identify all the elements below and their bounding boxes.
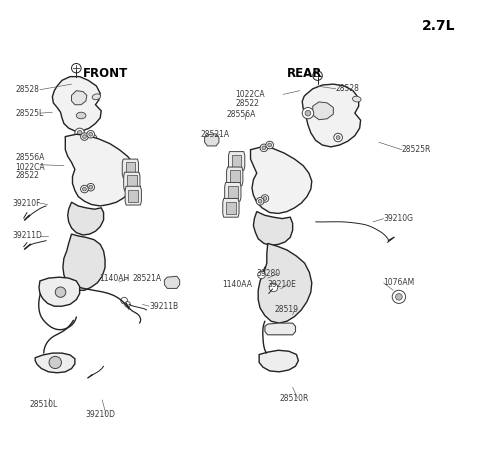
Circle shape (83, 187, 86, 191)
Polygon shape (125, 186, 142, 205)
Text: 28525R: 28525R (402, 145, 431, 154)
Circle shape (268, 143, 272, 147)
Bar (228, 186, 238, 198)
Polygon shape (65, 134, 137, 206)
Ellipse shape (76, 112, 86, 119)
Text: FRONT: FRONT (84, 67, 129, 80)
Circle shape (121, 298, 128, 304)
Text: 28522: 28522 (235, 99, 259, 108)
Circle shape (256, 197, 264, 205)
Polygon shape (251, 147, 312, 213)
Bar (129, 189, 138, 202)
Bar (127, 175, 137, 188)
Circle shape (266, 141, 274, 149)
Polygon shape (259, 350, 299, 372)
Text: 28525L: 28525L (15, 109, 43, 118)
Bar (232, 155, 241, 167)
Text: 28510R: 28510R (279, 393, 309, 403)
Polygon shape (302, 84, 360, 147)
Circle shape (260, 144, 268, 152)
Circle shape (262, 146, 266, 150)
Text: 28519: 28519 (275, 306, 299, 314)
Polygon shape (204, 134, 219, 146)
Circle shape (392, 290, 406, 304)
Polygon shape (223, 198, 239, 217)
Circle shape (49, 356, 61, 368)
Circle shape (261, 195, 269, 202)
Circle shape (88, 134, 97, 143)
Text: 39211B: 39211B (149, 302, 178, 311)
Text: 28528: 28528 (336, 84, 360, 93)
Text: 1022CA: 1022CA (235, 90, 265, 99)
Text: 39280: 39280 (257, 269, 281, 278)
Polygon shape (63, 234, 105, 290)
Circle shape (125, 302, 131, 307)
Text: 28510L: 28510L (29, 400, 58, 409)
Text: 1076AM: 1076AM (384, 278, 415, 287)
Circle shape (334, 133, 342, 142)
Text: 39211D: 39211D (12, 231, 43, 241)
Polygon shape (68, 202, 104, 235)
Polygon shape (228, 152, 245, 170)
Bar (226, 202, 236, 214)
Polygon shape (124, 172, 140, 191)
Text: REAR: REAR (287, 67, 322, 80)
Polygon shape (122, 159, 139, 178)
Circle shape (72, 63, 81, 73)
Text: 39210D: 39210D (86, 409, 116, 418)
Ellipse shape (352, 96, 361, 102)
Circle shape (302, 108, 314, 119)
Text: 28522: 28522 (15, 172, 39, 180)
Polygon shape (39, 277, 80, 306)
Polygon shape (164, 276, 180, 289)
Circle shape (263, 196, 267, 200)
Circle shape (87, 131, 95, 138)
Circle shape (336, 136, 340, 140)
Circle shape (91, 137, 95, 141)
Polygon shape (35, 353, 75, 373)
Circle shape (55, 287, 66, 298)
Text: 28521A: 28521A (132, 274, 161, 282)
Polygon shape (265, 323, 296, 335)
Circle shape (269, 283, 278, 292)
Circle shape (83, 135, 86, 139)
Text: 1140AA: 1140AA (222, 280, 252, 289)
Text: 39210G: 39210G (384, 214, 414, 223)
Polygon shape (72, 91, 87, 105)
Polygon shape (225, 182, 241, 201)
Circle shape (77, 131, 82, 135)
Circle shape (396, 294, 402, 300)
Polygon shape (258, 243, 312, 323)
Circle shape (81, 133, 88, 141)
Circle shape (89, 133, 93, 136)
Text: 28528: 28528 (15, 85, 39, 94)
Circle shape (313, 71, 323, 80)
Text: 28556A: 28556A (15, 153, 45, 162)
Polygon shape (52, 77, 101, 131)
Bar (126, 162, 135, 174)
Circle shape (305, 110, 311, 116)
Circle shape (75, 128, 84, 138)
Text: 28521A: 28521A (201, 130, 230, 139)
Circle shape (89, 185, 93, 189)
Text: 1022CA: 1022CA (15, 163, 45, 172)
Text: 39210F: 39210F (12, 199, 41, 208)
Polygon shape (313, 102, 333, 120)
Circle shape (87, 183, 95, 191)
Circle shape (258, 199, 262, 203)
Ellipse shape (92, 94, 101, 100)
Text: 2.7L: 2.7L (422, 19, 456, 33)
Polygon shape (227, 167, 243, 186)
Polygon shape (253, 212, 293, 245)
Text: 28556A: 28556A (227, 110, 256, 118)
Text: 39210E: 39210E (268, 280, 297, 289)
Circle shape (258, 271, 265, 279)
Circle shape (81, 185, 88, 193)
Bar (230, 170, 240, 182)
Text: 1140AH: 1140AH (99, 274, 129, 282)
